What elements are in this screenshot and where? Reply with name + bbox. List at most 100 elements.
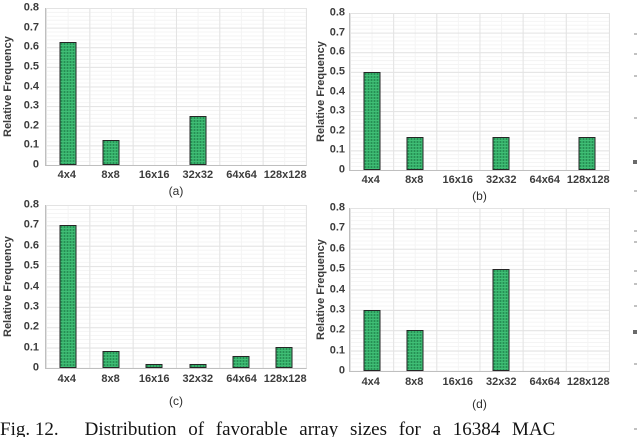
y-axis-title: Relative Frequency — [315, 239, 327, 340]
x-tick-label: 32x32 — [182, 373, 214, 385]
x-tick-label: 16x16 — [442, 173, 474, 186]
y-tick-label: 0.5 — [23, 259, 39, 272]
x-tick-label: 128x128 — [566, 173, 610, 186]
x-tick-label: 8x8 — [101, 373, 120, 385]
bar-4x4 — [59, 225, 77, 368]
chart-panel-c: Relative Frequency 0.8 0.7 0.6 0.5 0.4 0.3 0.2… — [0, 196, 307, 408]
x-axis-ticks: 4x4 8x8 16x16 32x32 64x64 128x128 — [349, 372, 610, 392]
chart-panel-d: Relative Frequency 0.8 0.7 0.6 0.5 0.4 0.3 0.2… — [315, 196, 610, 411]
bar-8x8 — [406, 137, 424, 170]
x-tick-label: 16x16 — [138, 373, 170, 385]
y-axis-ticks: 0.8 0.7 0.6 0.5 0.4 0.3 0.2 0.1 0 — [16, 199, 45, 373]
chart-panel-a: Relative Frequency 0.8 0.7 0.6 0.5 0.4 0.3 0.2… — [0, 0, 307, 198]
y-tick-label: 0.3 — [329, 303, 345, 316]
plot-area — [45, 8, 307, 166]
y-tick-label: 0.3 — [23, 300, 39, 313]
y-tick-label: 0.1 — [329, 143, 345, 156]
x-tick-label: 4x4 — [57, 373, 77, 385]
y-axis-ticks: 0.8 0.7 0.6 0.5 0.4 0.3 0.2 0.1 0 — [327, 7, 349, 175]
y-tick-label: 0 — [338, 364, 345, 377]
x-tick-label: 64x64 — [529, 376, 561, 388]
y-tick-label: 0.1 — [23, 138, 39, 151]
x-tick-label: 64x64 — [529, 173, 561, 186]
y-tick-label: 0 — [338, 163, 345, 176]
y-tick-label: 0.5 — [23, 60, 39, 73]
y-tick-label: 0.4 — [329, 85, 345, 97]
y-tick-label: 0.7 — [329, 221, 345, 234]
figure-caption-text: Distribution of favorable array sizes fo… — [84, 419, 556, 437]
clipped-text-fragment — [634, 75, 637, 77]
bar-4x4 — [59, 42, 77, 165]
bar-32x32 — [492, 137, 510, 170]
bar-4x4 — [363, 71, 381, 170]
x-tick-label: 128x128 — [263, 168, 307, 181]
bar-8x8 — [102, 350, 120, 368]
y-tick-label: 0.1 — [23, 341, 39, 354]
y-axis-ticks: 0.8 0.7 0.6 0.5 0.4 0.3 0.2 0.1 0 — [16, 2, 45, 170]
x-tick-label: 64x64 — [226, 168, 257, 181]
bar-8x8 — [102, 140, 120, 165]
panel-label: (a) — [168, 184, 184, 198]
x-tick-label: 128x128 — [263, 373, 307, 385]
clipped-text-fragment — [634, 190, 637, 192]
y-tick-label: 0.2 — [23, 119, 39, 132]
clipped-text-fragment — [634, 283, 637, 285]
bar-32x32 — [189, 363, 207, 368]
x-tick-label: 4x4 — [361, 173, 380, 186]
y-tick-label: 0.6 — [23, 40, 39, 53]
y-tick-label: 0.5 — [329, 65, 345, 78]
x-tick-label: 64x64 — [226, 373, 257, 385]
panel-label: (c) — [169, 394, 183, 408]
y-tick-label: 0.8 — [23, 1, 39, 14]
y-tick-label: 0.4 — [23, 80, 39, 92]
bar-128x128 — [578, 137, 596, 170]
x-tick-label: 32x32 — [485, 173, 517, 186]
y-tick-label: 0.8 — [329, 6, 345, 19]
y-axis-title: Relative Frequency — [2, 36, 14, 137]
y-tick-label: 0.6 — [23, 239, 39, 252]
bar-128x128 — [275, 346, 293, 368]
panel-label: (b) — [472, 189, 487, 203]
plot-area — [349, 13, 610, 171]
clipped-text-fragment — [634, 230, 637, 232]
figure-caption-number: Fig. 12. — [0, 419, 59, 437]
x-tick-label: 16x16 — [138, 168, 170, 181]
y-tick-label: 0.2 — [23, 320, 39, 333]
clipped-text-fragment — [634, 428, 637, 430]
y-tick-label: 0.6 — [329, 242, 345, 255]
y-axis-ticks: 0.8 0.7 0.6 0.5 0.4 0.3 0.2 0.1 0 — [327, 202, 349, 376]
y-tick-label: 0 — [32, 361, 39, 374]
y-tick-label: 0.2 — [329, 124, 345, 137]
y-tick-label: 0.1 — [329, 344, 345, 357]
clipped-text-fragment — [634, 53, 637, 55]
clipped-text-fragment — [634, 241, 637, 243]
x-tick-label: 8x8 — [101, 168, 120, 181]
y-tick-label: 0.4 — [23, 280, 39, 292]
clipped-text-fragment — [634, 305, 637, 307]
x-tick-label: 32x32 — [182, 168, 214, 181]
y-tick-label: 0.3 — [23, 99, 39, 112]
bar-32x32 — [492, 269, 510, 371]
x-axis-ticks: 4x4 8x8 16x16 32x32 64x64 128x128 — [349, 171, 610, 188]
x-tick-label: 8x8 — [405, 173, 424, 186]
x-tick-label: 4x4 — [57, 168, 77, 181]
x-tick-label: 4x4 — [361, 376, 380, 388]
y-axis-title: Relative Frequency — [315, 41, 327, 142]
x-tick-label: 32x32 — [485, 376, 517, 388]
clipped-text-fragment — [634, 363, 637, 365]
bar-8x8 — [406, 330, 424, 371]
figure-caption: Fig. 12. Distribution of favorable array … — [0, 419, 614, 437]
clipped-text-fragment — [634, 117, 637, 119]
clipped-text-fragment — [634, 33, 637, 35]
x-axis-ticks: 4x4 8x8 16x16 32x32 64x64 128x128 — [45, 369, 307, 389]
bar-16x16 — [145, 363, 163, 368]
bar-64x64 — [232, 355, 250, 368]
clipped-text-fragment — [633, 160, 637, 164]
x-axis-ticks: 4x4 8x8 16x16 32x32 64x64 128x128 — [45, 166, 307, 183]
x-tick-label: 8x8 — [405, 376, 424, 388]
y-tick-label: 0.6 — [329, 45, 345, 58]
bar-4x4 — [363, 309, 381, 371]
y-tick-label: 0.5 — [329, 262, 345, 275]
x-tick-label: 16x16 — [442, 376, 474, 388]
